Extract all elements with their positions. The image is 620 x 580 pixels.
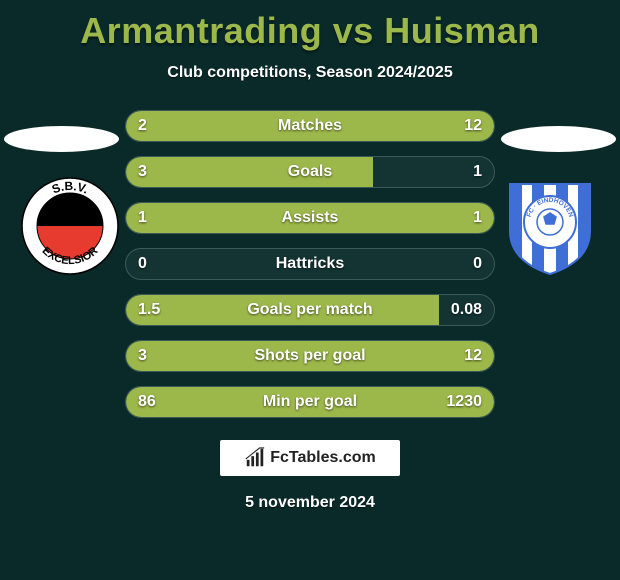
chart-icon — [244, 447, 266, 469]
stat-row: 1.50.08Goals per match — [125, 294, 495, 326]
stat-label: Matches — [126, 117, 494, 135]
stat-row: 212Matches — [125, 110, 495, 142]
subtitle: Club competitions, Season 2024/2025 — [0, 64, 620, 82]
stat-label: Goals per match — [126, 301, 494, 319]
left-team-crest: S.B.V. EXCELSIOR — [20, 176, 120, 281]
eindhoven-crest-icon: FC · EINDHOVEN — [500, 176, 600, 276]
page-title: Armantrading vs Huisman — [0, 0, 620, 52]
stat-row: 00Hattricks — [125, 248, 495, 280]
stat-row: 861230Min per goal — [125, 386, 495, 418]
stat-row: 11Assists — [125, 202, 495, 234]
stat-label: Hattricks — [126, 255, 494, 273]
excelsior-crest-icon: S.B.V. EXCELSIOR — [20, 176, 120, 276]
stat-label: Min per goal — [126, 393, 494, 411]
right-shadow-ellipse — [501, 126, 616, 152]
stat-row: 31Goals — [125, 156, 495, 188]
date-label: 5 november 2024 — [0, 494, 620, 512]
stat-row: 312Shots per goal — [125, 340, 495, 372]
stat-label: Assists — [126, 209, 494, 227]
stat-label: Shots per goal — [126, 347, 494, 365]
right-team-crest: FC · EINDHOVEN — [500, 176, 600, 281]
brand-text: FcTables.com — [270, 449, 376, 467]
brand-badge: FcTables.com — [220, 440, 400, 476]
stats-container: 212Matches 31Goals 11Assists 00Hattricks 1.5… — [125, 110, 495, 418]
stat-label: Goals — [126, 163, 494, 181]
left-shadow-ellipse — [4, 126, 119, 152]
